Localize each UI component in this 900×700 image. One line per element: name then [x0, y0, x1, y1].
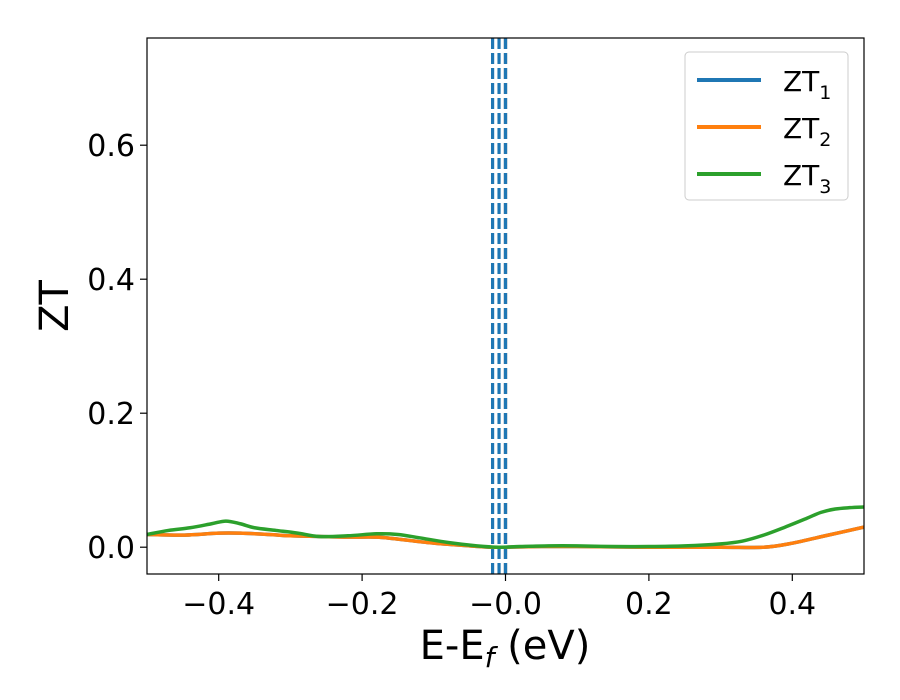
y-tick-label: 0.4	[87, 263, 135, 298]
series-line-zt3	[147, 505, 864, 549]
legend-label-zt2: ZT2	[783, 112, 831, 151]
legend-label-zt1: ZT1	[783, 65, 831, 104]
x-axis-label: E-Ef (eV)	[420, 623, 591, 674]
legend-entries: ZT1 ZT2 ZT3	[697, 65, 831, 198]
y-axis-ticks: 0.0 0.2 0.4 0.6	[87, 129, 147, 566]
x-tick-label: 0.2	[625, 587, 673, 622]
x-tick-label: 0.4	[768, 587, 816, 622]
series-layer	[147, 505, 864, 550]
legend: ZT1 ZT2 ZT3	[684, 51, 849, 201]
x-tick-label: −0.4	[182, 587, 255, 622]
legend-box	[684, 51, 849, 201]
x-tick-label: −0.0	[469, 587, 542, 622]
legend-label-zt3: ZT3	[783, 159, 831, 198]
x-axis-ticks: −0.4 −0.2 −0.0 0.2 0.4	[182, 574, 816, 622]
x-tick-label: −0.2	[326, 587, 399, 622]
y-axis-label: ZT	[32, 280, 78, 332]
y-tick-label: 0.2	[87, 397, 135, 432]
y-tick-label: 0.6	[87, 129, 135, 164]
y-tick-label: 0.0	[87, 531, 135, 566]
